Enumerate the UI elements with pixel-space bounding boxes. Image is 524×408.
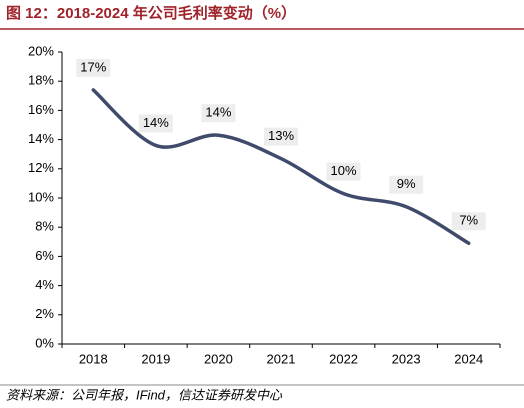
- data-label-bg: [138, 114, 173, 133]
- data-label-bg: [201, 104, 236, 123]
- data-label: 17%: [80, 59, 106, 74]
- y-tick-label: 12%: [28, 160, 54, 175]
- y-tick-label: 20%: [28, 43, 54, 58]
- x-tick-label: 2018: [79, 351, 108, 366]
- line: [91, 88, 471, 246]
- y-tick-label: 14%: [28, 131, 54, 146]
- data-label-bg: [389, 175, 424, 194]
- y-tick-label: 2%: [35, 306, 54, 321]
- data-label-bg: [326, 162, 361, 181]
- y-tick-label: 4%: [35, 277, 54, 292]
- x-tick-label: 2019: [141, 351, 170, 366]
- data-label-bg: [451, 212, 486, 231]
- y-tick-label: 6%: [35, 248, 54, 263]
- x-tick-label: 2020: [204, 351, 233, 366]
- y-tick-label: 18%: [28, 73, 54, 88]
- chart-title: 图 12：2018-2024 年公司毛利率变动（%）: [6, 4, 296, 22]
- y-tick-label: 16%: [28, 102, 54, 117]
- data-label: 13%: [268, 128, 294, 143]
- x-tick-label: 2024: [454, 351, 483, 366]
- data-label: 9%: [397, 176, 416, 191]
- y-tick-label: 8%: [35, 219, 54, 234]
- source: 资料来源：公司年报，IFind，信达证券研发中心: [6, 387, 283, 402]
- x-tick-label: 2022: [329, 351, 358, 366]
- data-label: 14%: [143, 115, 169, 130]
- data-label-bg: [264, 127, 298, 146]
- data-label-bg: [76, 58, 111, 77]
- y-tick-label: 0%: [35, 335, 54, 350]
- y-tick-label: 10%: [28, 189, 54, 204]
- x-tick-label: 2023: [392, 351, 421, 366]
- data-label: 7%: [459, 213, 478, 228]
- x-tick-label: 2021: [267, 351, 296, 366]
- data-label: 10%: [331, 163, 357, 178]
- data-label: 14%: [205, 105, 231, 120]
